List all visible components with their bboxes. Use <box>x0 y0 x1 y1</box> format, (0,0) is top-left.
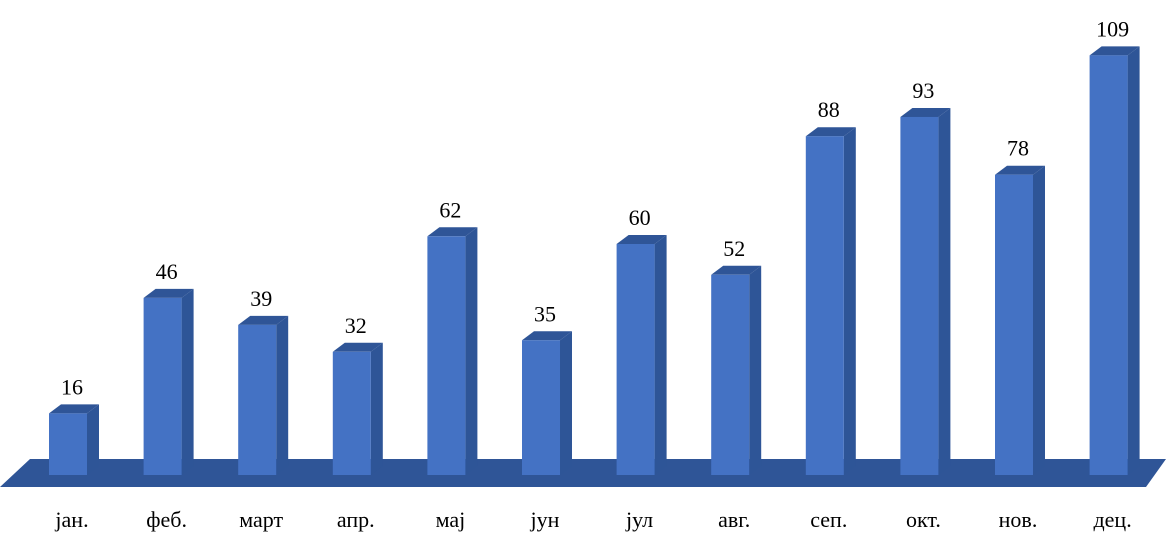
data-label: 16 <box>61 374 83 399</box>
bar-side-face <box>1033 165 1045 475</box>
x-tick-label: апр. <box>337 507 375 532</box>
bar-front-face <box>616 244 655 475</box>
bar <box>522 331 572 475</box>
bar <box>995 165 1045 475</box>
bar-front-face <box>805 136 844 475</box>
data-label: 60 <box>629 205 651 230</box>
x-tick-label: јун <box>530 507 560 532</box>
bar-side-face <box>843 127 856 475</box>
bar-top-face <box>522 331 572 341</box>
data-label: 46 <box>156 259 178 284</box>
bar-front-face <box>332 351 371 475</box>
bar <box>143 288 194 475</box>
x-tick-label: јул <box>625 507 653 532</box>
bar-top-face <box>238 315 289 325</box>
bar-top-face <box>805 127 856 137</box>
bar-front-face <box>1089 55 1128 475</box>
x-tick-label: окт. <box>906 507 941 532</box>
bar <box>711 265 762 475</box>
x-axis-tick-labels: јан. феб. март апр. мај јун јул авг. сеп. окт. нов… <box>54 507 1131 532</box>
bar <box>238 315 289 475</box>
bar-front-face <box>49 413 87 475</box>
bar-front-face <box>143 297 182 475</box>
bar-side-face <box>938 107 951 475</box>
data-label: 93 <box>912 78 934 103</box>
bars-group <box>49 46 1140 475</box>
data-label: 39 <box>250 286 272 311</box>
data-label: 62 <box>439 197 461 222</box>
bar-front-face <box>711 274 750 475</box>
x-tick-label: јан. <box>54 507 88 532</box>
bar-side-face <box>276 315 289 475</box>
bar-side-face <box>1127 46 1140 475</box>
bar-top-face <box>49 404 99 414</box>
bar-top-face <box>332 342 383 352</box>
x-tick-label: мај <box>436 507 466 532</box>
data-label: 32 <box>345 313 367 338</box>
x-tick-label: март <box>239 507 283 532</box>
bar <box>427 227 478 475</box>
data-label: 88 <box>818 97 840 122</box>
bar <box>332 342 383 475</box>
bar-top-face <box>995 165 1045 175</box>
chart-floor <box>0 459 1166 487</box>
x-tick-label: феб. <box>146 507 187 532</box>
data-label: 52 <box>723 236 745 261</box>
bar <box>900 107 951 475</box>
bar-side-face <box>654 235 667 475</box>
bar-front-face <box>522 340 560 475</box>
bar <box>1089 46 1140 475</box>
bar-side-face <box>560 331 572 475</box>
bar-side-face <box>749 265 762 475</box>
x-tick-label: авг. <box>718 507 750 532</box>
data-label: 35 <box>534 301 556 326</box>
bar-front-face <box>427 236 466 475</box>
data-label: 78 <box>1007 136 1029 161</box>
bar-side-face <box>87 404 99 475</box>
bar-front-face <box>238 324 277 475</box>
x-tick-label: дец. <box>1093 507 1131 532</box>
bar-side-face <box>465 227 478 475</box>
bar <box>49 404 99 475</box>
data-label: 109 <box>1096 16 1129 41</box>
bar-front-face <box>995 174 1033 475</box>
x-tick-label: нов. <box>999 507 1038 532</box>
bar-top-face <box>900 107 951 117</box>
bar <box>805 127 856 475</box>
bar-side-face <box>181 288 194 475</box>
bar-side-face <box>370 342 383 475</box>
bar-top-face <box>711 265 762 275</box>
bar <box>616 235 667 475</box>
data-labels-group: 16 46 39 32 62 35 60 52 88 93 78 109 <box>61 16 1129 399</box>
x-tick-label: сеп. <box>810 507 847 532</box>
bar-top-face <box>616 235 667 244</box>
bar-top-face <box>143 288 194 298</box>
bar-top-face <box>427 227 478 237</box>
bar-top-face <box>1089 46 1140 56</box>
bar-front-face <box>900 116 939 475</box>
